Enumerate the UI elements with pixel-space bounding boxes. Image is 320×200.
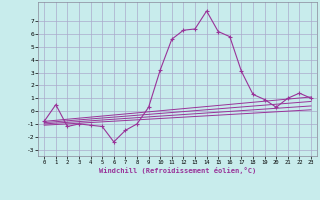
- X-axis label: Windchill (Refroidissement éolien,°C): Windchill (Refroidissement éolien,°C): [99, 167, 256, 174]
